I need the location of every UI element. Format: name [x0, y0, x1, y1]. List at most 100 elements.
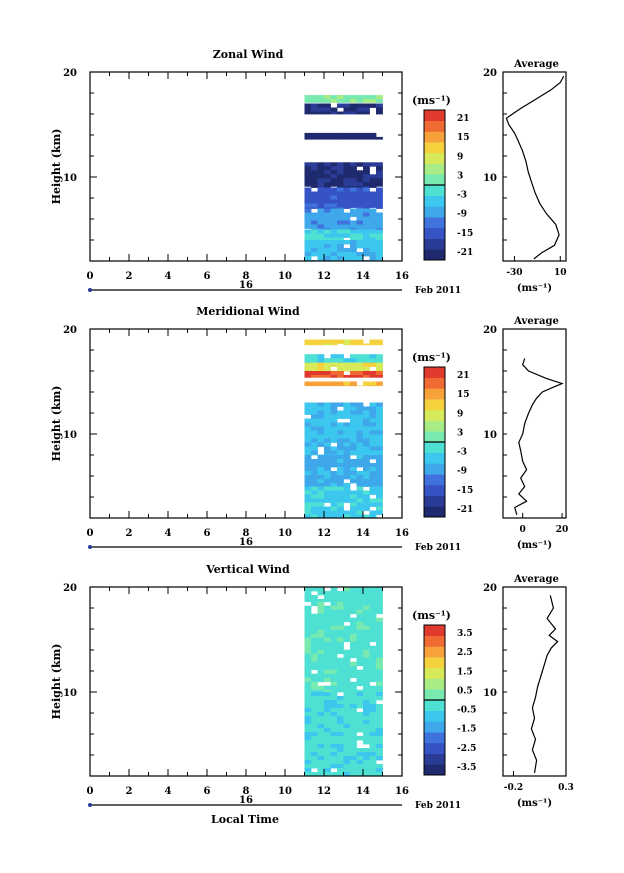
heatmap-cell [376, 446, 383, 451]
heatmap-cell [343, 199, 351, 204]
heatmap-cell [317, 455, 325, 460]
heatmap-cell [330, 410, 338, 415]
heatmap-cell [356, 728, 364, 733]
heatmap-cell [363, 371, 370, 376]
heatmap-cell [337, 498, 344, 503]
colorbar-swatch [424, 431, 445, 443]
heatmap-cell [350, 506, 357, 511]
heatmap-cell [337, 438, 344, 443]
heatmap-cell [350, 514, 357, 519]
heatmap-cell [337, 362, 344, 367]
heatmap-cell [304, 418, 312, 423]
heatmap-cell [376, 506, 383, 511]
heatmap-cell [337, 339, 344, 344]
heatmap-cell [324, 216, 331, 221]
heatmap-cell [343, 617, 351, 623]
heatmap-cell [376, 591, 383, 596]
heatmap-cell [343, 700, 351, 705]
heatmap-cell [343, 358, 351, 363]
heatmap-cell [317, 99, 325, 103]
y-axis-label: Height (km) [50, 644, 63, 720]
heatmap-cell [304, 641, 312, 647]
x-tick-label: 4 [165, 271, 172, 282]
heatmap-cell [343, 446, 351, 451]
heatmap-cell [311, 641, 318, 647]
heatmap-cell [324, 486, 331, 491]
heatmap-cell [343, 195, 351, 200]
heatmap-cell [376, 95, 383, 100]
heatmap-cell [317, 704, 325, 709]
heatmap-cell [356, 475, 364, 480]
heatmap-cell [330, 716, 338, 721]
heatmap-cell [317, 514, 325, 519]
heatmap-cell [317, 208, 325, 213]
heatmap-cell [337, 613, 344, 619]
heatmap-cell [369, 633, 377, 639]
heatmap-cell [363, 430, 370, 435]
heatmap-cell [350, 381, 357, 386]
heatmap-cell [330, 434, 338, 439]
heatmap-cell [376, 677, 383, 683]
heatmap-cell [350, 228, 357, 230]
heatmap-cell [317, 430, 325, 435]
heatmap-cell [350, 442, 357, 447]
heatmap-cell [369, 212, 377, 217]
heatmap-cell [369, 760, 377, 765]
colorbar-tick-label: -9 [457, 467, 467, 477]
heatmap-cell [356, 613, 364, 619]
heatmap-cell [337, 216, 344, 221]
colorbar-swatch [424, 625, 445, 637]
heatmap-cell [304, 732, 312, 737]
heatmap-cell [369, 756, 377, 761]
heatmap-cell [317, 669, 325, 675]
heatmap-cell [350, 446, 357, 451]
heatmap-cell [356, 486, 364, 491]
heatmap-cell [356, 764, 364, 769]
heatmap-cell [356, 103, 364, 108]
heatmap-cell [311, 414, 318, 419]
heatmap-cell [324, 748, 331, 753]
profile-frame [502, 586, 567, 777]
heatmap-cell [369, 233, 377, 238]
heatmap-cell [363, 203, 370, 208]
colorbar-swatch [424, 742, 445, 754]
heatmap-cell [324, 483, 331, 487]
heatmap-cell [304, 170, 312, 175]
heatmap-cell [324, 228, 331, 230]
heatmap-cell [350, 471, 357, 476]
heatmap-cell [324, 446, 331, 451]
heatmap-cell [350, 712, 357, 717]
heatmap-cell [324, 613, 331, 619]
heatmap-cell [350, 186, 357, 188]
heatmap-cell [324, 111, 331, 115]
heatmap-cell [376, 418, 383, 423]
heatmap-cell [311, 728, 318, 733]
heatmap-cell [350, 430, 357, 435]
heatmap-cell [350, 375, 357, 378]
heatmap-cell [369, 764, 377, 769]
heatmap-cell [330, 471, 338, 476]
heatmap-cell [311, 195, 318, 200]
profile-x-tick-label: -30 [506, 268, 522, 278]
heatmap-cell [356, 426, 364, 431]
heatmap-cell [317, 760, 325, 765]
heatmap-cell [363, 375, 370, 378]
heatmap-cell [363, 463, 370, 468]
heatmap-cell [311, 756, 318, 761]
heatmap-cell [337, 224, 344, 229]
heatmap-cell [350, 240, 357, 245]
heatmap-cell [311, 224, 318, 229]
heatmap-cell [304, 591, 312, 596]
heatmap-cell [330, 339, 338, 344]
heatmap-cell [317, 381, 325, 386]
heatmap-cell [356, 514, 364, 519]
heatmap-cell [356, 772, 364, 777]
heatmap-cell [304, 467, 312, 472]
heatmap-cell [369, 625, 377, 631]
heatmap-cell [350, 132, 357, 138]
heatmap-cell [304, 199, 312, 204]
colorbar-tick-label: -9 [457, 210, 467, 220]
colorbar-swatch [424, 452, 445, 464]
heatmap-cell [343, 132, 351, 138]
heatmap-cell [317, 708, 325, 713]
